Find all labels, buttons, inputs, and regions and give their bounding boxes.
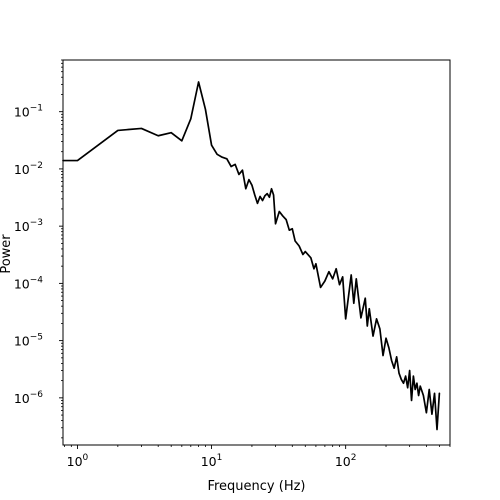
- axes-frame: [62, 59, 451, 446]
- x-tick-exponent: 1: [217, 453, 223, 463]
- power-line-series: [62, 81, 441, 431]
- y-tick-exponent: −3: [30, 218, 43, 228]
- y-tick-exponent: −1: [30, 104, 43, 114]
- x-tick-exponent: 2: [351, 453, 357, 463]
- y-tick-exponent: −2: [30, 161, 43, 171]
- y-tick-exponent: −5: [30, 333, 43, 343]
- x-axis-label: Frequency (Hz): [207, 479, 305, 494]
- x-tick-exponent: 0: [83, 453, 89, 463]
- y-axis-label: Power: [0, 234, 14, 274]
- plot-area: [63, 60, 450, 445]
- y-tick-exponent: −4: [30, 275, 44, 285]
- y-tick-exponent: −6: [30, 390, 44, 400]
- x-axis-ticks: 100 101 102: [64, 445, 451, 469]
